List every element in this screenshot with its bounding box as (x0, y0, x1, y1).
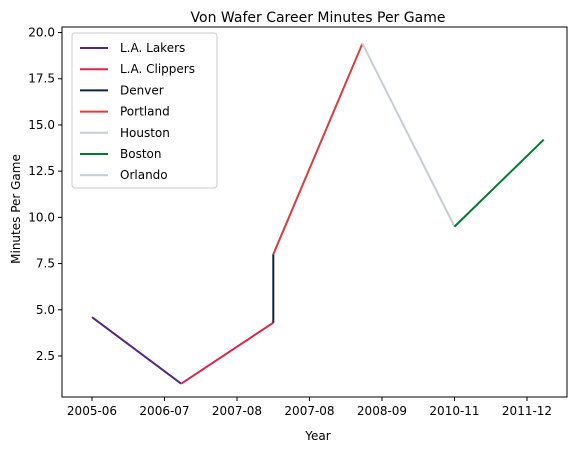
y-tick-label-1: 5.0 (36, 303, 55, 317)
chart-title: Von Wafer Career Minutes Per Game (191, 10, 446, 26)
x-tick-label-6: 2011-12 (502, 404, 552, 418)
y-tick-label-0: 2.5 (36, 349, 55, 363)
x-tick-label-1: 2006-07 (139, 404, 189, 418)
series-line-1 (180, 321, 274, 385)
y-tick-label-5: 15.0 (28, 118, 55, 132)
x-axis-label: Year (304, 429, 330, 443)
legend: L.A. Lakers L.A. Clippers Denver Portland Ho… (71, 32, 218, 189)
plot-frame (61, 26, 568, 398)
legend-label-0: L.A. Lakers (120, 41, 185, 55)
legend-label-3: Portland (120, 105, 170, 119)
x-tick-label-3: 2007-08 (284, 404, 334, 418)
legend-label-6: Orlando (120, 168, 168, 182)
x-tick-label-0: 2005-06 (67, 404, 117, 418)
legend-label-4: Houston (120, 126, 170, 140)
y-axis: 2.5 5.0 7.5 10.0 12.5 15.0 17.5 20.0 (28, 26, 62, 363)
series-line-3 (272, 43, 364, 255)
legend-label-1: L.A. Clippers (120, 62, 195, 76)
series-line-4 (361, 43, 456, 228)
legend-label-5: Boston (120, 147, 161, 161)
series-line-0 (91, 316, 182, 385)
x-tick-label-4: 2008-09 (357, 404, 407, 418)
y-tick-label-7: 20.0 (28, 26, 55, 40)
x-tick-label-5: 2010-11 (429, 404, 479, 418)
legend-box (71, 32, 218, 189)
series-layer (91, 43, 545, 385)
x-tick-label-2: 2007-08 (212, 404, 262, 418)
y-tick-label-3: 10.0 (28, 210, 55, 224)
y-tick-label-4: 12.5 (28, 164, 55, 178)
y-tick-label-6: 17.5 (28, 72, 55, 86)
legend-label-2: Denver (120, 83, 164, 97)
x-axis: 2005-06 2006-07 2007-08 2007-08 2008-09 2010-… (67, 397, 552, 418)
y-axis-label: Minutes Per Game (9, 154, 23, 264)
series-line-5 (453, 138, 545, 228)
y-tick-label-2: 7.5 (36, 257, 55, 271)
